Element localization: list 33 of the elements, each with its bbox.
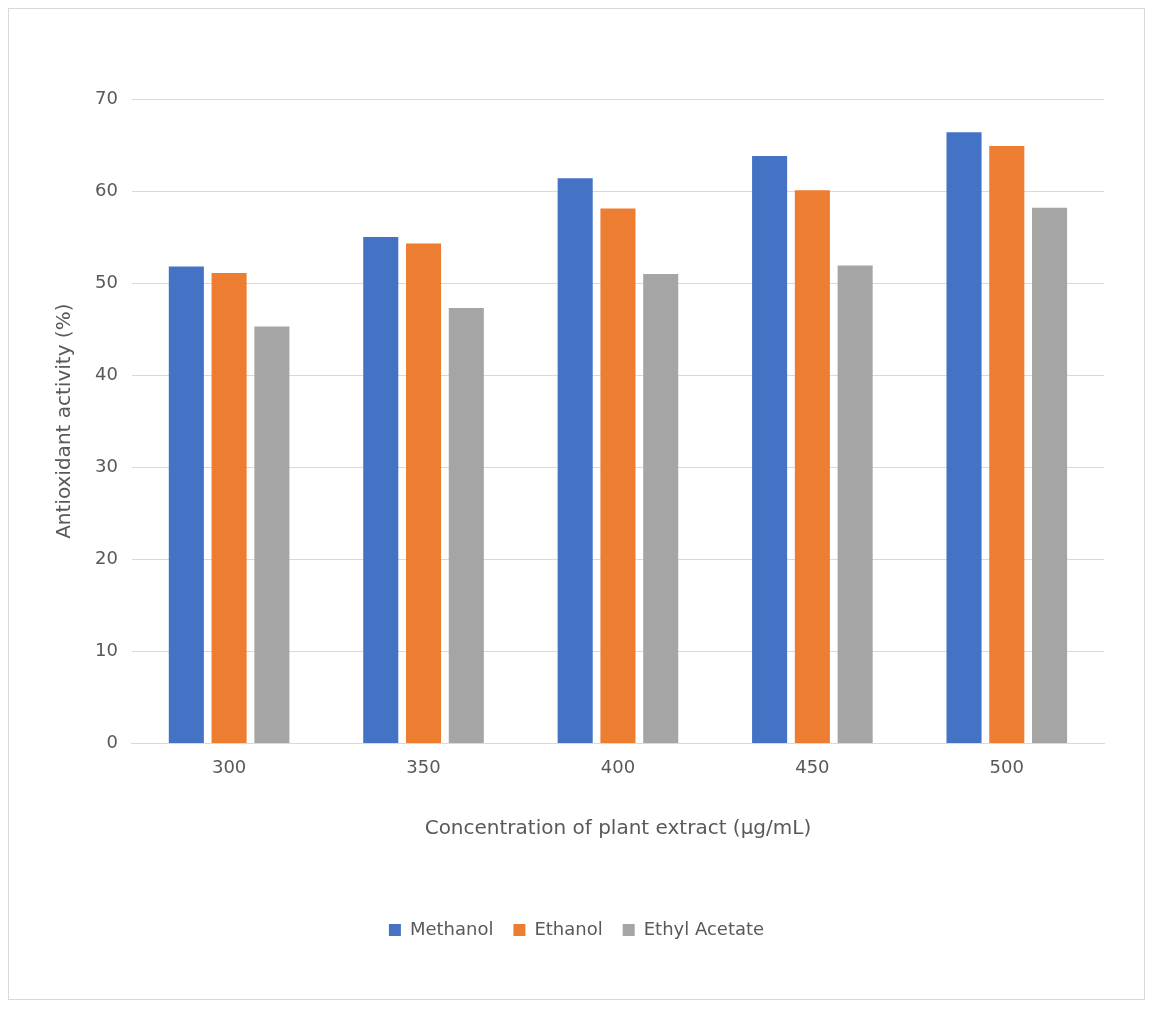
y-tick-label: 70 <box>95 86 118 108</box>
x-axis-title: Concentration of plant extract (µg/mL) <box>424 815 812 840</box>
x-tick-label: 500 <box>989 755 1024 777</box>
legend-label: Ethanol <box>534 917 603 939</box>
bar <box>989 145 1025 743</box>
y-tick-label: 20 <box>95 546 118 568</box>
bar <box>794 190 830 743</box>
bar <box>837 265 873 743</box>
bar <box>211 272 247 743</box>
bar <box>946 132 982 743</box>
bar <box>643 273 679 743</box>
bar <box>600 208 636 743</box>
bar <box>406 243 442 743</box>
bar <box>168 266 204 743</box>
bar <box>448 307 484 743</box>
y-tick-label: 10 <box>95 639 118 661</box>
legend-label: Ethyl Acetate <box>643 917 765 939</box>
x-tick-label: 350 <box>406 755 441 777</box>
x-tick-label: 400 <box>600 755 636 777</box>
y-tick-label: 50 <box>95 270 118 292</box>
bar <box>1032 207 1068 743</box>
bar <box>557 178 593 743</box>
y-tick-label: 0 <box>106 731 118 753</box>
x-tick-label: 300 <box>211 755 247 777</box>
bar <box>254 326 290 743</box>
y-tick-label: 60 <box>95 178 118 200</box>
bar <box>363 237 399 743</box>
bar <box>752 156 788 743</box>
x-tick-label: 450 <box>795 755 830 777</box>
y-axis-title: Antioxidant activity (%) <box>51 303 76 539</box>
legend-label: Methanol <box>409 917 494 939</box>
y-tick-label: 30 <box>95 454 118 476</box>
y-tick-label: 40 <box>95 362 118 384</box>
